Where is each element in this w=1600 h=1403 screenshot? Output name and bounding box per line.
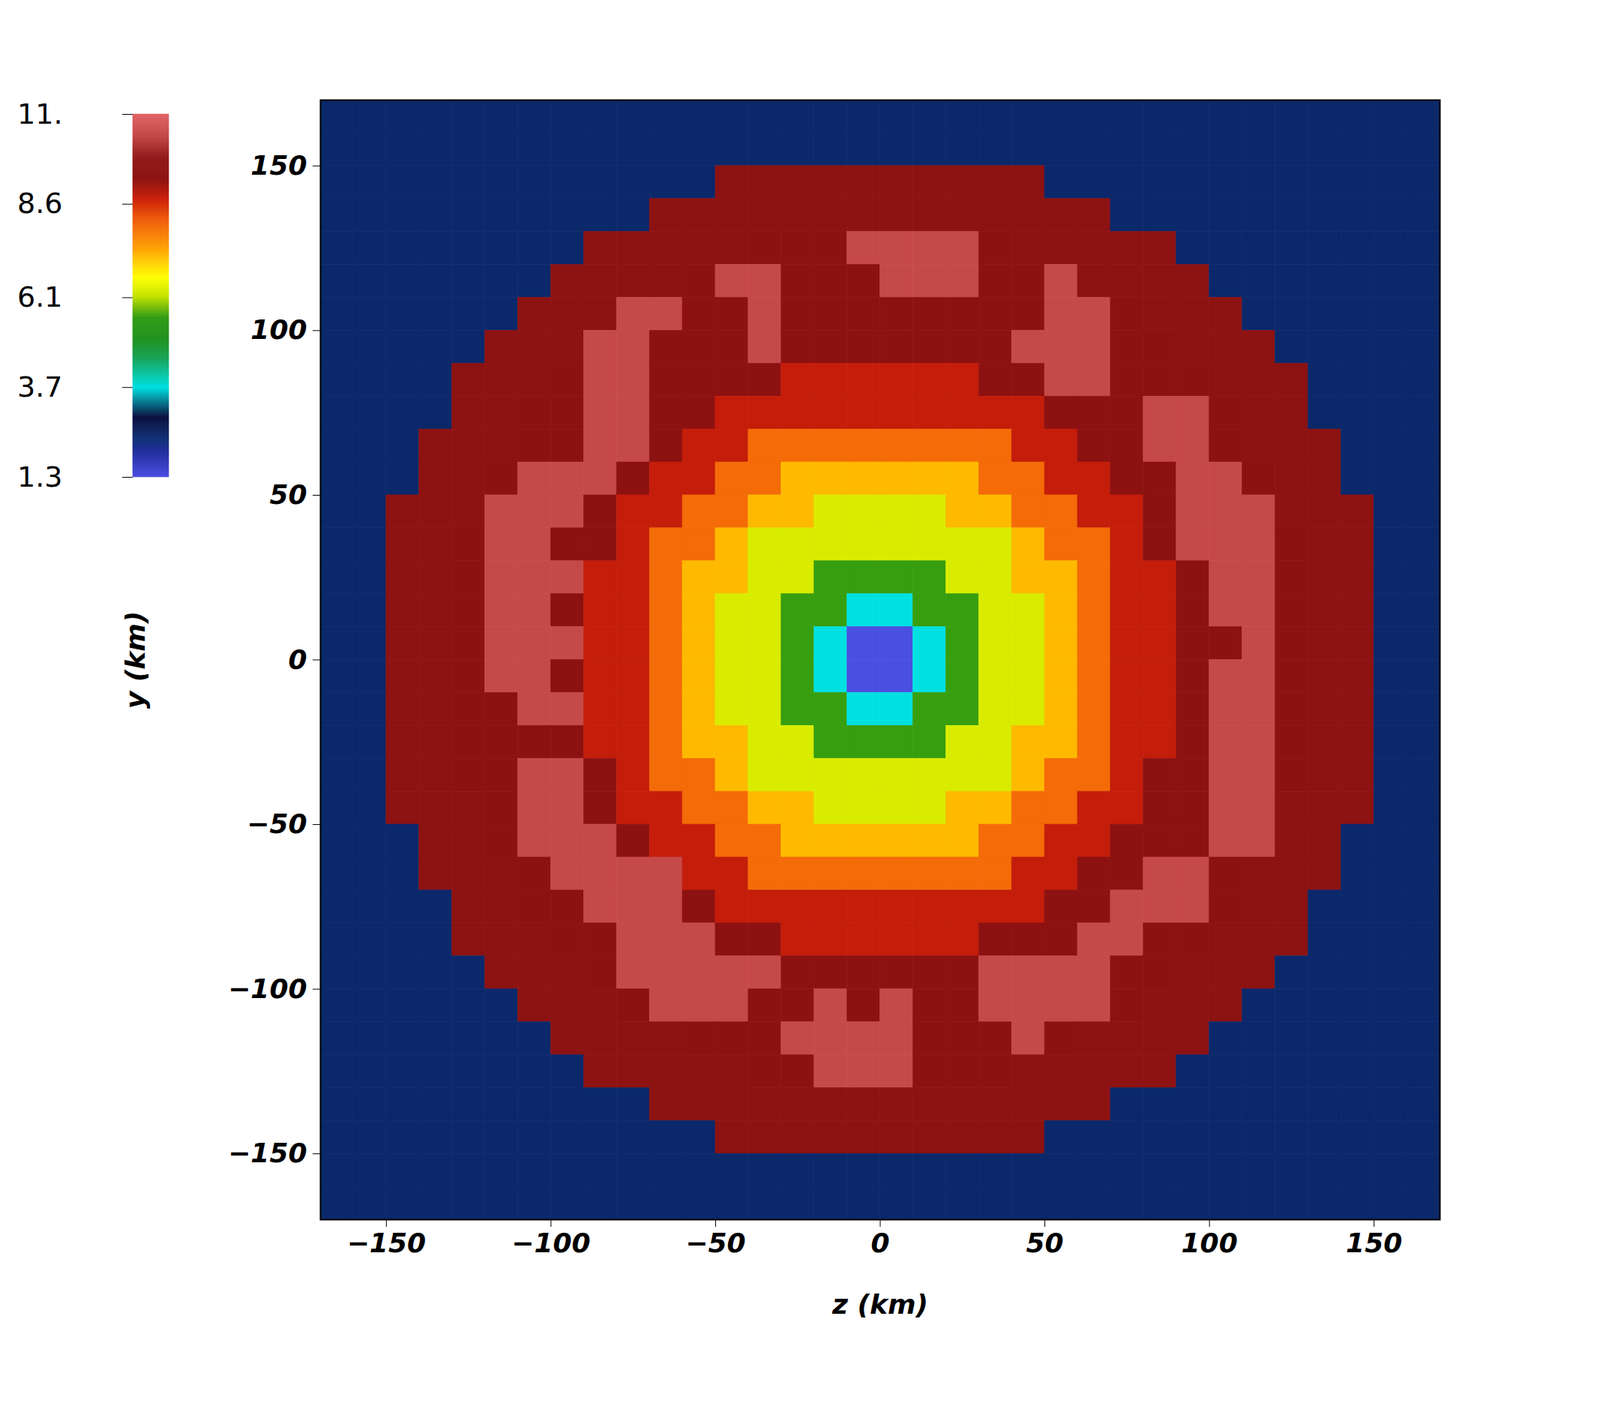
svg-text:−150: −150: [227, 1137, 307, 1169]
svg-text:6.1: 6.1: [17, 280, 63, 314]
svg-text:−100: −100: [227, 973, 307, 1004]
svg-text:0: 0: [287, 644, 307, 675]
svg-text:100: 100: [250, 314, 307, 345]
svg-text:−100: −100: [511, 1227, 591, 1259]
svg-text:100: 100: [1181, 1227, 1238, 1259]
svg-text:y (km): y (km): [119, 611, 151, 709]
svg-text:150: 150: [250, 149, 307, 181]
svg-text:8.6: 8.6: [17, 186, 63, 220]
svg-text:−50: −50: [685, 1227, 746, 1259]
svg-text:−150: −150: [347, 1227, 426, 1259]
svg-text:11.: 11.: [17, 97, 63, 131]
svg-text:50: 50: [1026, 1227, 1064, 1259]
svg-text:0: 0: [870, 1227, 890, 1259]
svg-text:3.7: 3.7: [17, 370, 63, 404]
svg-text:50: 50: [269, 479, 307, 510]
svg-text:1.3: 1.3: [17, 460, 63, 494]
svg-text:150: 150: [1345, 1227, 1403, 1259]
svg-text:−50: −50: [246, 808, 307, 839]
svg-text:z (km): z (km): [831, 1288, 929, 1320]
